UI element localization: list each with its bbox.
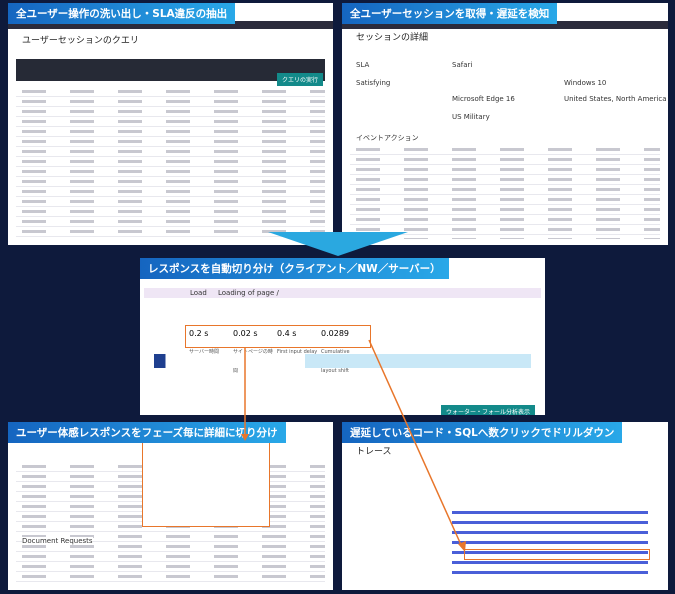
item: US Military [452, 113, 490, 121]
heading: ユーザーセッションのクエリ [22, 36, 139, 46]
banner: 全ユーザーセッションを取得・遅延を検知 [342, 3, 558, 24]
table [350, 145, 660, 239]
trace-bars [452, 507, 648, 577]
item: Satisfying [356, 79, 391, 87]
item: Safari [452, 61, 473, 69]
text: サイトページの時間 [233, 349, 273, 374]
item: Windows 10 [564, 79, 607, 87]
row-type: Load [190, 289, 207, 297]
nav-bar [8, 21, 333, 29]
popup [142, 440, 270, 527]
row [144, 288, 541, 298]
item: SLA [356, 61, 370, 69]
section: イベントアクション [356, 134, 419, 142]
banner: レスポンスを自動切り分け（クライアント／NW／サーバー） [140, 258, 449, 279]
text: サーバー時間 [189, 349, 219, 355]
panel: トレース [342, 422, 668, 590]
metric: 0.2 s サーバー時間 [189, 329, 233, 357]
section: Document Requests [22, 537, 93, 545]
button[interactable]: クエリの実行 [276, 73, 323, 86]
heading: トレース [356, 447, 392, 457]
panel: Document Requests [8, 422, 333, 590]
text: 0.0289 [321, 329, 349, 338]
banner: 全ユーザー操作の洗い出し・SLA違反の抽出 [8, 3, 236, 24]
button[interactable]: ウォーター・フォール分析表示 [440, 405, 535, 415]
item: Microsoft Edge 16 [452, 95, 515, 103]
metric: 0.4 s First input delay [277, 329, 321, 357]
row-name: Loading of page / [218, 289, 279, 297]
metric: 0.02 s サイトページの時間 [233, 329, 277, 376]
banner: ユーザー体感レスポンスをフェーズ毎に詳細に切り分け [8, 422, 286, 443]
metrics: 0.2 s サーバー時間 0.02 s サイトページの時間 0.4 s First i… [185, 325, 371, 374]
highlight [464, 549, 650, 560]
query-box [16, 59, 325, 81]
panel: セッションの詳細 SLA Safari Windows 10 Satisfyin… [342, 3, 668, 245]
panel: Load Loading of page / 0.2 s サーバー時間 0.02 … [140, 258, 545, 415]
item: United States, North America [564, 95, 667, 103]
text: 0.2 s [189, 329, 209, 338]
text: Cumulative layout shift [321, 349, 350, 374]
text: 0.02 s [233, 329, 258, 338]
heading: セッションの詳細 [356, 33, 429, 43]
metric: 0.0289 Cumulative layout shift [321, 329, 365, 376]
banner: 遅延しているコード・SQLへ数クリックでドリルダウン [342, 422, 623, 443]
nav-bar [342, 21, 668, 29]
text: First input delay [277, 349, 318, 355]
text: 0.4 s [277, 329, 297, 338]
table [16, 87, 325, 237]
panel: ユーザーセッションのクエリ クエリの実行 [8, 3, 333, 245]
timeline [154, 354, 531, 368]
